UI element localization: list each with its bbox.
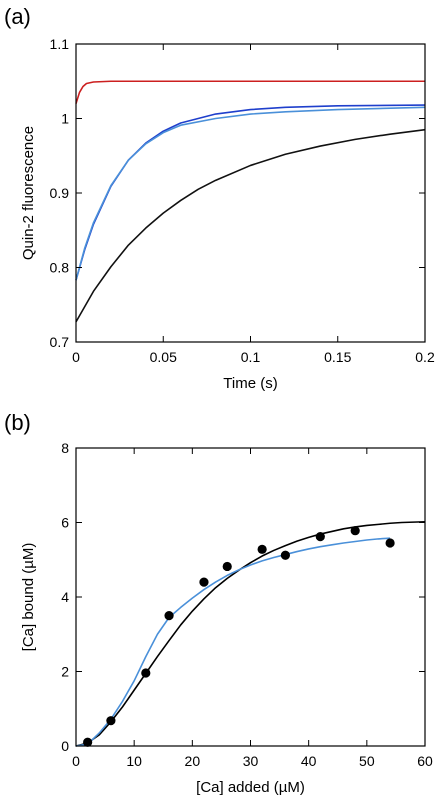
panel-a-x-tick-label: 0.1 [241, 349, 261, 365]
panel-b-data-point [164, 611, 174, 621]
panel-b-data-point [199, 577, 209, 587]
panel-b-x-tick-label: 50 [359, 753, 375, 769]
panel-b-x-tick-label: 0 [72, 753, 80, 769]
panel-a-x-tick-label: 0.2 [415, 349, 435, 365]
panel-b-data-point [280, 550, 290, 560]
panel-b-data-point [106, 716, 116, 726]
panel-a-y-axis-label: Quin-2 fluorescence [20, 126, 37, 260]
panel-a-series-line-3 [75, 128, 426, 323]
panel-b-x-tick-label: 60 [417, 753, 433, 769]
panel-b-data-point [257, 544, 267, 554]
panel-b-x-axis-label: [Ca] added (µM) [196, 779, 305, 796]
panel-a-x-tick-label: 0.15 [324, 349, 351, 365]
panel-a-series [75, 80, 426, 323]
panel-b-data-point [350, 526, 360, 536]
panel-b-data-point [222, 561, 232, 572]
panel-b-y-axis-label: [Ca] bound (µM) [20, 543, 37, 652]
panel-b-y-tick-label: 0 [61, 738, 69, 754]
panel-b-series-line-1 [75, 537, 391, 747]
panel-b-y-tick-label: 4 [61, 589, 69, 605]
panel-a-series-line-1 [75, 104, 426, 281]
panel-b-y-tick-label: 6 [61, 515, 69, 531]
panel-a-y-tick-label: 0.9 [50, 185, 70, 201]
panel-a-y-tick-label: 0.7 [50, 334, 70, 350]
panel-a-y-tick-label: 1.1 [50, 36, 70, 52]
panel-b-data-point [141, 668, 151, 678]
panel-a-series-line-2 [75, 106, 426, 281]
panel-b: (b) 0 10 20 30 40 50 60 0 2 4 6 8 [Ca] added (µM) [… [4, 410, 433, 796]
panel-a-x-axis-label: Time (s) [223, 375, 277, 392]
panel-b-data-point [83, 737, 93, 747]
panel-b-data-point [315, 532, 325, 542]
panel-b-series-line-0 [75, 520, 426, 747]
panel-b-y-tick-label: 2 [61, 664, 69, 680]
panel-b-series [75, 520, 426, 747]
panel-b-data-point [385, 538, 395, 548]
panel-a-x-tick-label: 0.05 [150, 349, 177, 365]
panel-b-x-tick-label: 40 [301, 753, 317, 769]
panel-b-plot-frame [75, 447, 426, 747]
panel-b-ticks: 0 10 20 30 40 50 60 0 2 4 6 8 [61, 440, 433, 769]
panel-a-label: (a) [4, 4, 31, 29]
panel-a-x-tick-label: 0 [72, 349, 80, 365]
panel-a-ticks: 0 0.05 0.1 0.15 0.2 0.7 0.8 0.9 1 1.1 [50, 36, 435, 365]
panel-b-x-tick-label: 10 [126, 753, 142, 769]
panel-a-y-tick-label: 0.8 [50, 260, 70, 276]
panel-a: (a) 0 0.05 0.1 0.15 0.2 0.7 0.8 0.9 1 1.1 Time (s… [4, 4, 435, 392]
panel-b-y-tick-label: 8 [61, 440, 69, 456]
panel-a-y-tick-label: 1 [61, 111, 69, 127]
panel-a-plot-frame [75, 43, 426, 343]
panel-b-x-tick-label: 30 [243, 753, 259, 769]
panel-a-series-line-0 [75, 80, 425, 104]
panel-b-label: (b) [4, 410, 31, 435]
panel-b-x-tick-label: 20 [185, 753, 201, 769]
